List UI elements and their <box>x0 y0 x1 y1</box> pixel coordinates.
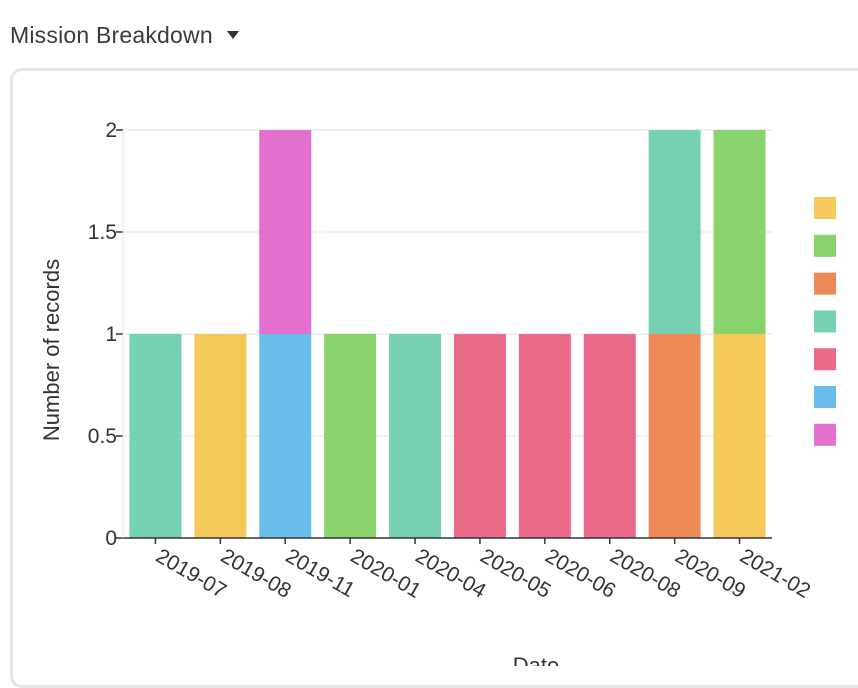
axes <box>116 129 772 544</box>
chart-title-dropdown[interactable]: Mission Breakdown <box>10 18 239 52</box>
x-axis-title: Date <box>513 653 559 666</box>
x-tick-label: 2020-05 <box>476 544 554 602</box>
x-tick-label: 2020-01 <box>347 544 425 602</box>
stacked-bar-chart: 00.511.52 2019-072019-082019-112020-0120… <box>39 119 836 666</box>
legend <box>814 197 836 446</box>
x-tick-label: 2020-08 <box>606 544 684 602</box>
bar-segment-2020-06-s5[interactable] <box>518 334 571 538</box>
legend-swatch-6[interactable] <box>814 386 836 408</box>
legend-swatch-5[interactable] <box>814 348 836 371</box>
bar-segment-2020-09-s4[interactable] <box>648 130 701 334</box>
x-tick-label: 2019-11 <box>282 544 359 602</box>
legend-swatch-2[interactable] <box>814 234 836 257</box>
legend-swatch-7[interactable] <box>814 423 836 446</box>
caret-down-icon[interactable] <box>226 31 239 39</box>
legend-swatch-4[interactable] <box>814 310 836 333</box>
y-tick-label: 1 <box>105 323 117 346</box>
y-tick-label: 0 <box>105 527 117 550</box>
y-axis-title: Number of records <box>39 259 64 441</box>
legend-swatch-3[interactable] <box>814 272 836 295</box>
bar-segment-2019-08-s1[interactable] <box>194 334 247 538</box>
bar-segment-2021-02-s1[interactable] <box>713 334 766 538</box>
bar-segment-2020-05-s5[interactable] <box>453 334 506 538</box>
x-tick-label: 2021-02 <box>736 544 814 602</box>
x-tick-label: 2020-06 <box>541 544 619 602</box>
x-tick-label: 2020-04 <box>411 544 490 603</box>
bar-segment-2019-11-s6[interactable] <box>259 334 312 538</box>
x-tick-label: 2019-07 <box>152 544 230 602</box>
bar-segment-2020-09-s3[interactable] <box>648 334 701 538</box>
y-tick-label: 2 <box>105 119 117 142</box>
y-tick-labels: 0 0.5 1 1.5 2 <box>88 119 117 550</box>
bar-segment-2020-04-s4[interactable] <box>389 334 442 538</box>
x-tick-label: 2020-09 <box>671 544 749 602</box>
bar-segment-2019-07-s4[interactable] <box>129 334 182 538</box>
bar-segment-2019-11-s7[interactable] <box>259 130 312 334</box>
bar-segment-2021-02-s2[interactable] <box>713 130 766 334</box>
bars <box>129 130 766 538</box>
chart-title: Mission Breakdown <box>10 21 213 48</box>
bar-segment-2020-01-s2[interactable] <box>324 334 377 538</box>
y-tick-label: 1.5 <box>88 221 117 244</box>
bar-segment-2020-08-s5[interactable] <box>583 334 636 538</box>
legend-swatch-1[interactable] <box>814 197 836 219</box>
x-tick-labels: 2019-072019-082019-112020-012020-042020-… <box>152 544 814 603</box>
y-tick-label: 0.5 <box>88 425 117 448</box>
x-tick-label: 2019-08 <box>217 544 295 602</box>
